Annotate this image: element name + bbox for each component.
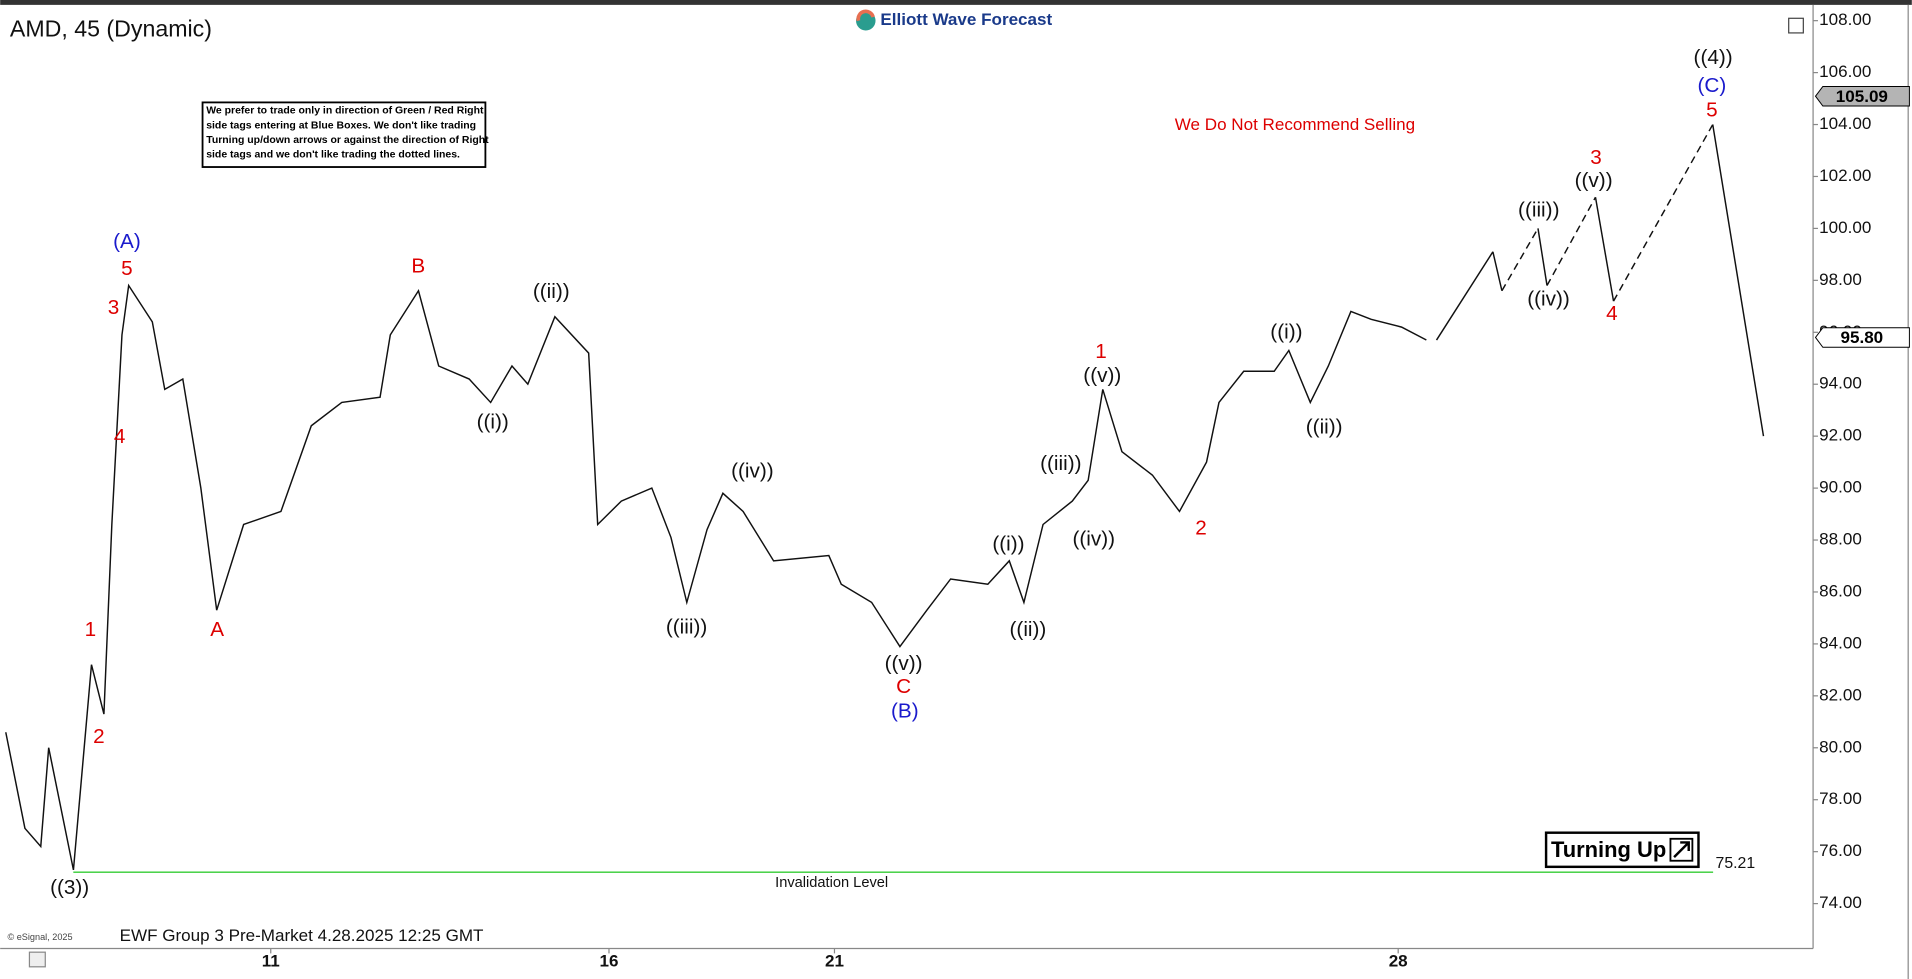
wave-label: ((iii)) <box>1518 198 1559 221</box>
wave-label: C <box>896 675 911 698</box>
notice-line: Turning up/down arrows or against the di… <box>206 135 489 146</box>
wave-label: A <box>210 618 224 641</box>
wave-label: ((v)) <box>1575 169 1613 192</box>
y-tick-label: 90.00 <box>1819 478 1862 497</box>
chart-title: AMD, 45 (Dynamic) <box>10 16 212 42</box>
wave-label: 3 <box>1590 146 1602 169</box>
wave-label: ((iv)) <box>1072 528 1115 551</box>
wave-label: 1 <box>1095 340 1107 363</box>
wave-label: 1 <box>85 618 97 641</box>
price-tag <box>1814 327 1910 348</box>
price-tag <box>1814 85 1910 107</box>
wave-label: ((i)) <box>477 411 509 434</box>
y-tick-label: 74.00 <box>1819 893 1862 912</box>
price-line <box>5 283 1427 871</box>
notice-line: We prefer to trade only in direction of … <box>206 106 484 117</box>
wave-label: ((iv)) <box>731 459 774 482</box>
y-tick-label: 98.00 <box>1819 270 1862 289</box>
projection-segment <box>1594 197 1615 302</box>
status-text: Turning Up <box>1551 837 1666 862</box>
x-tick-label: 28 <box>1389 951 1408 970</box>
y-tick-label: 104.00 <box>1819 114 1871 133</box>
x-tick-label: 11 <box>262 951 280 970</box>
projection-segment <box>1537 228 1548 286</box>
invalidation-label: Invalidation Level <box>775 875 888 891</box>
brand-logo-arc <box>856 9 875 22</box>
wave-label: 4 <box>114 425 126 448</box>
price-tag-label: 105.09 <box>1836 87 1888 106</box>
y-tick-label: 76.00 <box>1819 841 1862 860</box>
wave-label: ((iii)) <box>1040 452 1081 475</box>
y-tick-label: 84.00 <box>1819 633 1862 652</box>
dyn-button[interactable] <box>28 951 46 968</box>
copyright: © eSignal, 2025 <box>7 932 72 942</box>
projection-segment <box>1492 251 1503 291</box>
price-tag-label: 95.80 <box>1841 328 1884 347</box>
wave-label: ((ii)) <box>1306 415 1343 438</box>
wave-label: ((iii)) <box>666 615 707 638</box>
wave-label: ((iv)) <box>1527 287 1570 310</box>
projection-segment <box>1435 251 1494 341</box>
wave-label: ((i)) <box>992 532 1024 555</box>
wave-label: 2 <box>1195 517 1207 540</box>
y-tick-label: 102.00 <box>1819 166 1871 185</box>
notice-box <box>201 101 487 168</box>
wave-label: (B) <box>891 699 919 722</box>
notice-line: side tags and we don't like trading the … <box>206 150 460 161</box>
notice-line: side tags entering at Blue Boxes. We don… <box>206 120 476 131</box>
y-tick-label: 78.00 <box>1819 789 1862 808</box>
y-tick-label: 80.00 <box>1819 737 1862 756</box>
projection-segment <box>1712 124 1765 437</box>
y-tick-label: 94.00 <box>1819 374 1862 393</box>
projection-segment <box>1546 196 1597 286</box>
wave-label: 2 <box>93 725 105 748</box>
y-tick-label: 92.00 <box>1819 426 1862 445</box>
brand-name: Elliott Wave Forecast <box>880 10 1052 29</box>
y-tick-label: 86.00 <box>1819 581 1862 600</box>
wave-label: ((ii)) <box>1010 618 1047 641</box>
wave-label: ((4)) <box>1694 46 1733 69</box>
y-tick-label: 106.00 <box>1819 62 1871 81</box>
wave-label: (C) <box>1698 74 1727 97</box>
wave-label: ((v)) <box>1083 364 1121 387</box>
y-tick-label: 88.00 <box>1819 530 1862 549</box>
window-icon[interactable] <box>1788 17 1804 34</box>
invalidation-value: 75.21 <box>1716 855 1756 872</box>
wave-label: ((ii)) <box>533 280 570 303</box>
warning-text: We Do Not Recommend Selling <box>1175 115 1415 134</box>
wave-label: ((i)) <box>1270 320 1302 343</box>
footer-text: EWF Group 3 Pre-Market 4.28.2025 12:25 G… <box>120 926 484 945</box>
top-border <box>0 0 1912 5</box>
status-arrow <box>1673 841 1690 858</box>
projection-segment <box>1612 124 1714 302</box>
y-tick-label: 100.00 <box>1819 218 1871 237</box>
wave-label: ((3)) <box>50 876 89 899</box>
y-tick-label: 82.00 <box>1819 685 1862 704</box>
wave-label: ((v)) <box>885 652 923 675</box>
y-tick-label: 108.00 <box>1819 10 1871 29</box>
wave-label: (A) <box>113 230 141 253</box>
wave-label: 3 <box>108 296 120 319</box>
wave-label: 5 <box>121 257 133 280</box>
wave-label: 4 <box>1606 302 1618 325</box>
x-tick-label: 16 <box>599 951 618 970</box>
x-tick-label: 21 <box>825 951 844 970</box>
wave-label: 5 <box>1706 98 1718 121</box>
wave-label: B <box>411 254 425 277</box>
